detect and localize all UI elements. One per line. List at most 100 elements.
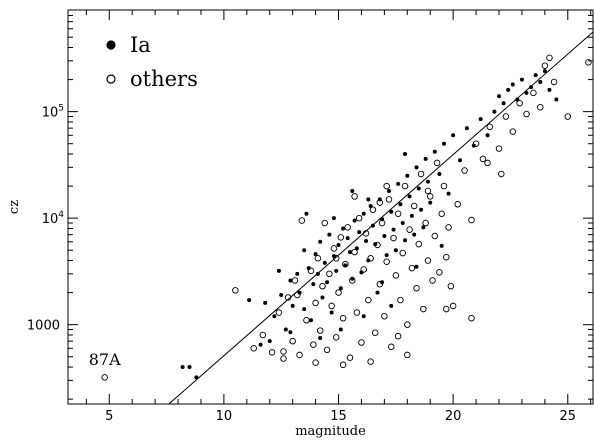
- axis-ticks: 5 10 15 20 25 1000 104 105: [27, 9, 593, 424]
- others-point: [454, 201, 461, 208]
- ia-point: [375, 290, 380, 295]
- ia-point: [464, 126, 469, 131]
- others-point: [280, 355, 287, 362]
- others-point: [399, 249, 406, 257]
- others-point: [440, 182, 448, 190]
- others-point: [461, 167, 468, 174]
- ia-point: [350, 188, 355, 193]
- legend-ia-marker: [106, 40, 116, 50]
- ia-point: [506, 87, 511, 92]
- ia-point: [414, 165, 419, 170]
- ia-point: [329, 310, 334, 315]
- others-point: [326, 270, 333, 278]
- others-point: [433, 159, 441, 167]
- others-point: [537, 103, 544, 111]
- ia-point: [458, 158, 463, 163]
- x-tick-label: 5: [105, 409, 113, 424]
- others-point: [443, 253, 450, 261]
- x-tick-label: 20: [445, 409, 462, 424]
- others-point: [415, 240, 423, 248]
- ia-point: [439, 243, 444, 248]
- axis-labels: magnitude cz: [7, 200, 366, 439]
- ia-point: [393, 248, 398, 253]
- ia-point: [547, 87, 552, 92]
- ia-point: [416, 186, 421, 191]
- ia-point: [389, 209, 394, 214]
- ia-point: [309, 318, 314, 323]
- ia-point: [187, 365, 192, 370]
- ia-point: [361, 314, 366, 319]
- ia-point: [272, 314, 277, 319]
- sn1987a-label: 87A: [89, 350, 121, 369]
- ia-point: [283, 327, 288, 332]
- ia-point: [364, 239, 369, 244]
- others-point: [530, 89, 537, 97]
- ia-point: [384, 253, 389, 258]
- others-point: [376, 199, 384, 206]
- ia-point: [403, 152, 408, 157]
- ia-point: [352, 218, 357, 223]
- others-point: [404, 321, 411, 328]
- others-point: [360, 266, 367, 273]
- ia-point: [529, 85, 534, 90]
- plot-border: [67, 9, 594, 405]
- others-point: [429, 277, 436, 284]
- others-point: [280, 348, 287, 355]
- ia-point: [419, 207, 424, 212]
- ia-point: [345, 236, 350, 241]
- others-point: [443, 305, 450, 313]
- others-point: [509, 128, 517, 135]
- others-point: [365, 296, 372, 304]
- others-point: [564, 113, 572, 120]
- others-point: [351, 248, 358, 256]
- ia-point: [386, 188, 391, 193]
- legend-label: Ia: [130, 33, 151, 57]
- ia-point: [306, 266, 311, 271]
- ia-point: [478, 117, 483, 122]
- others-point: [369, 206, 377, 213]
- others-point: [342, 260, 349, 268]
- others-point: [319, 282, 326, 290]
- ia-point: [311, 282, 316, 287]
- ia-point: [361, 211, 366, 216]
- ia-point: [412, 232, 417, 237]
- ia-point: [347, 250, 352, 255]
- ia-point: [290, 303, 295, 308]
- ia-point: [318, 239, 323, 244]
- others-point: [337, 234, 345, 241]
- others-point: [376, 280, 384, 288]
- others-point: [472, 140, 480, 147]
- others-point: [516, 99, 523, 107]
- x-tick-label: 10: [216, 409, 233, 424]
- others-point: [431, 232, 439, 240]
- data-points: [101, 54, 592, 381]
- others-point: [294, 291, 301, 299]
- ia-point: [400, 221, 405, 226]
- others-point: [479, 155, 487, 163]
- ia-point: [542, 69, 547, 74]
- ia-point: [425, 179, 430, 184]
- x-tick-label: 15: [330, 409, 347, 424]
- ia-point: [325, 280, 330, 285]
- ia-point: [267, 339, 272, 344]
- ia-point: [302, 307, 307, 312]
- others-point: [353, 309, 361, 316]
- ia-point: [304, 211, 309, 216]
- y-tick-label: 104: [42, 210, 65, 227]
- others-point: [413, 284, 420, 292]
- others-point: [371, 329, 379, 336]
- ia-point: [538, 79, 543, 84]
- ia-point: [423, 156, 428, 161]
- others-point: [424, 187, 432, 195]
- others-point: [232, 287, 239, 294]
- ia-point: [396, 181, 401, 186]
- others-point: [484, 159, 491, 167]
- others-point: [362, 230, 370, 237]
- others-point: [502, 113, 510, 120]
- others-point: [392, 272, 400, 279]
- others-point: [523, 110, 530, 118]
- ia-point: [288, 330, 293, 335]
- others-point: [406, 226, 413, 233]
